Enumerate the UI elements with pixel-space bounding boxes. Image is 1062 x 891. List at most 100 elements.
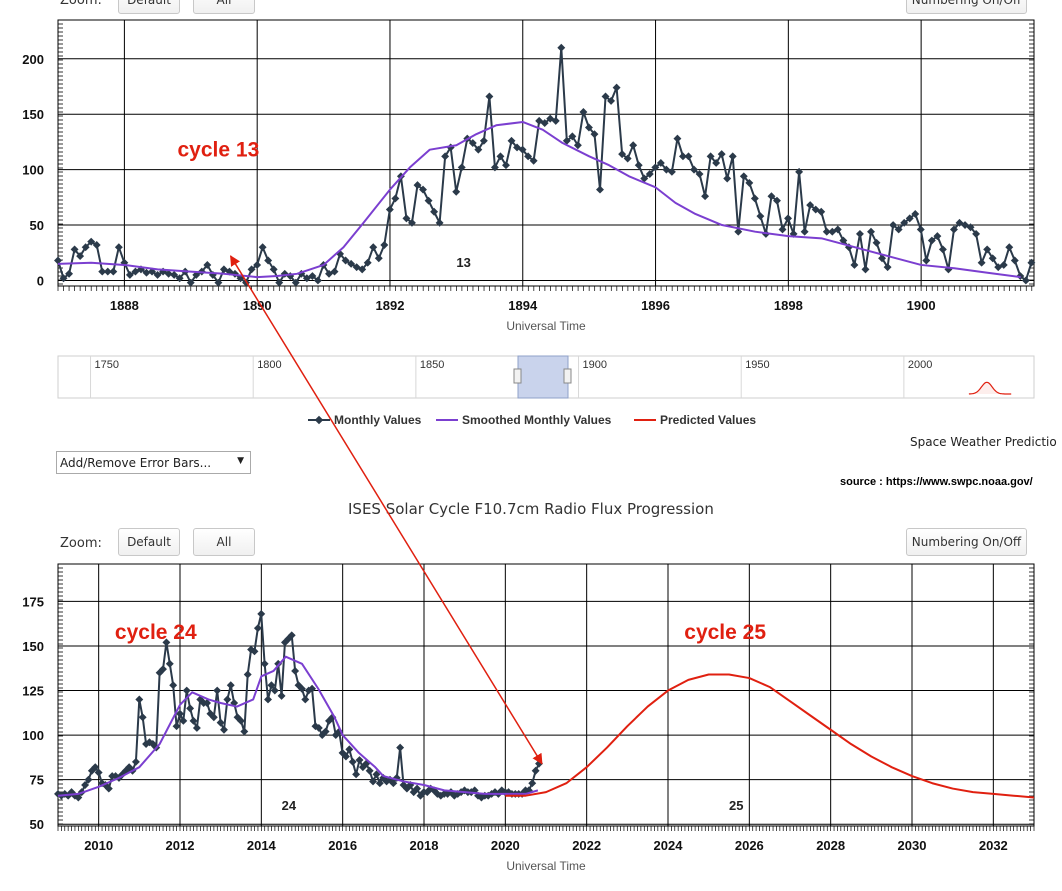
data-point <box>518 145 527 154</box>
data-point <box>972 229 981 238</box>
data-point <box>839 236 848 245</box>
data-point <box>175 274 184 283</box>
data-point <box>528 779 537 788</box>
data-point <box>679 152 687 161</box>
data-point <box>142 268 151 277</box>
data-point <box>213 686 222 695</box>
bottom-zoom-label: Zoom: <box>60 536 102 551</box>
data-point <box>568 132 577 141</box>
data-point <box>260 659 269 668</box>
bottom-numbering-button[interactable]: Numbering On/Off <box>906 528 1027 556</box>
y-tick-label: 75 <box>30 773 44 788</box>
data-point <box>977 258 986 267</box>
series-line <box>505 673 1035 799</box>
bottom-chart-grid <box>57 563 1035 827</box>
data-point <box>135 695 144 704</box>
data-point <box>938 245 947 254</box>
bottom-default-button[interactable]: Default <box>118 528 180 556</box>
data-point <box>348 757 357 766</box>
data-point <box>529 156 538 165</box>
data-point <box>833 225 842 234</box>
data-point <box>138 713 147 722</box>
navigator-year-label: 1750 <box>95 359 119 371</box>
source-text: source : https://www.swpc.noaa.gov/ <box>840 476 1033 488</box>
cycle-number-label: 25 <box>729 798 743 813</box>
data-point <box>723 174 732 183</box>
data-point <box>1010 256 1019 265</box>
data-point <box>457 163 466 172</box>
data-point <box>983 245 992 254</box>
data-point <box>452 187 461 196</box>
data-point <box>756 212 765 221</box>
data-point <box>684 152 693 161</box>
data-point <box>352 770 361 779</box>
data-point <box>634 161 643 170</box>
x-tick-label: 2016 <box>328 838 357 853</box>
legend-predicted[interactable]: Predicted Values <box>634 413 756 427</box>
data-point <box>162 638 171 647</box>
navigator-frame <box>57 355 1035 399</box>
x-tick-label: 1896 <box>641 298 670 313</box>
data-point <box>701 192 710 201</box>
y-tick-label: 125 <box>22 684 44 699</box>
error-bars-select[interactable]: Add/Remove Error Bars... ▼ <box>56 451 251 474</box>
data-point <box>369 777 378 786</box>
legend-predicted-icon <box>634 419 656 421</box>
data-point <box>745 178 754 187</box>
data-point <box>94 768 103 777</box>
data-point <box>531 766 540 775</box>
x-tick-label: 2022 <box>572 838 601 853</box>
data-point <box>413 784 422 793</box>
data-point <box>179 716 188 725</box>
data-point <box>165 659 174 668</box>
x-tick-label: 2014 <box>247 838 277 853</box>
y-tick-label: 150 <box>22 639 44 654</box>
data-point <box>396 743 405 752</box>
x-tick-label: 2028 <box>816 838 845 853</box>
data-point <box>170 270 179 279</box>
data-point <box>257 609 266 618</box>
data-point <box>226 681 235 690</box>
navigator[interactable]: 1750 1800 1850 1900 1950 2000 <box>0 352 1062 402</box>
data-point <box>408 218 416 227</box>
data-point <box>220 725 228 734</box>
data-point <box>131 757 140 766</box>
series-line <box>57 655 539 797</box>
legend-predicted-label: Predicted Values <box>660 413 757 427</box>
data-point <box>717 150 726 159</box>
data-point <box>490 163 499 172</box>
data-point <box>894 225 903 234</box>
data-point <box>629 141 638 150</box>
data-point <box>172 722 181 731</box>
data-point <box>277 691 286 700</box>
top-all-button[interactable]: All <box>193 0 255 14</box>
data-point <box>784 214 793 223</box>
y-tick-label: 50 <box>30 817 44 832</box>
x-tick-label: 2018 <box>410 838 439 853</box>
y-tick-label: 200 <box>22 52 44 67</box>
data-point <box>169 681 178 690</box>
data-point <box>430 207 439 216</box>
bottom-chart-series <box>54 609 1035 802</box>
data-point <box>435 218 444 227</box>
top-default-button[interactable]: Default <box>118 0 180 14</box>
y-tick-label: 50 <box>30 218 44 233</box>
navigator-right-handle[interactable] <box>563 368 572 384</box>
data-point <box>369 243 378 252</box>
data-point <box>507 136 516 145</box>
data-point <box>223 695 232 704</box>
navigator-year-label: 2000 <box>908 359 932 371</box>
data-point <box>855 229 864 238</box>
data-point <box>778 225 787 234</box>
data-point <box>562 136 571 145</box>
data-point <box>966 223 975 232</box>
data-point <box>590 130 599 139</box>
data-point <box>424 196 433 205</box>
series-smoothed-monthly-values <box>57 655 539 797</box>
data-point <box>413 181 422 190</box>
x-tick-label: 2032 <box>979 838 1008 853</box>
top-numbering-button[interactable]: Numbering On/Off <box>906 0 1027 14</box>
x-tick-label: 1900 <box>907 298 936 313</box>
x-tick-label: 2020 <box>491 838 520 853</box>
data-point <box>240 727 249 736</box>
